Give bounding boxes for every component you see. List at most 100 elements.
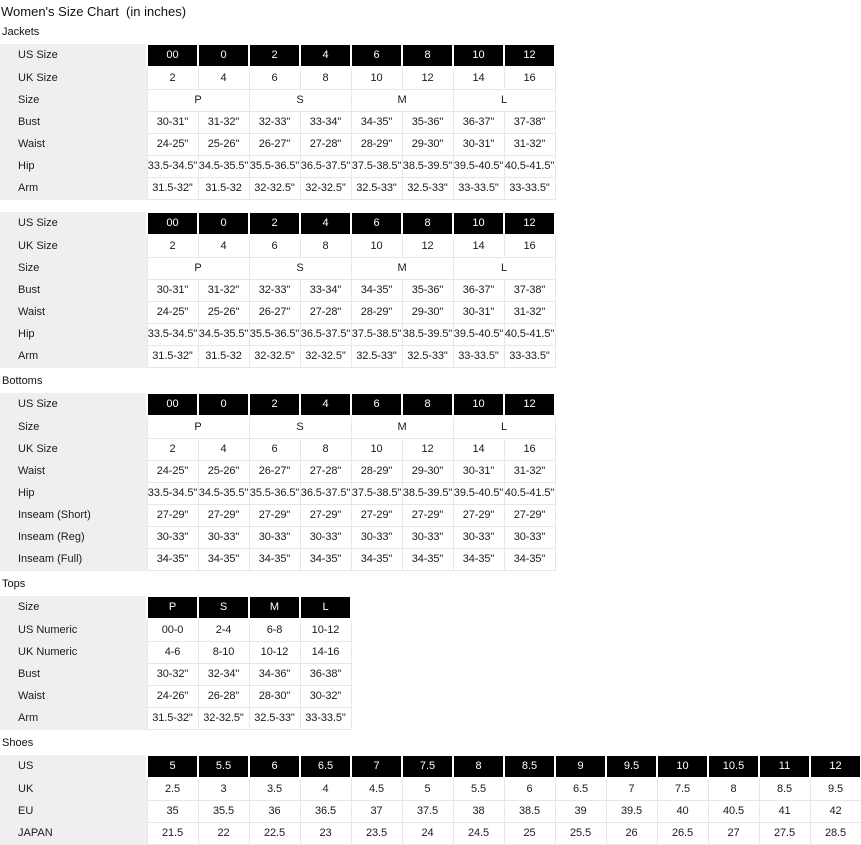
- size-cell: S: [248, 415, 352, 439]
- size-cell: 33-33.5": [452, 345, 505, 368]
- size-header-cell: L: [299, 595, 352, 620]
- table-row: Arm 31.5-32" 32-32.5" 32.5-33" 33-33.5": [0, 707, 352, 730]
- size-cell: 10: [350, 234, 403, 258]
- size-cell: 30-32": [299, 685, 352, 708]
- size-header-cell: 8.5: [503, 754, 556, 779]
- size-cell: P: [146, 89, 250, 112]
- size-cell: 4.5: [350, 777, 403, 801]
- size-header-cell: 5.5: [197, 754, 250, 779]
- size-cell: 8: [299, 66, 352, 90]
- size-cell: 28-29": [350, 460, 403, 483]
- size-cell: 27.5: [758, 822, 811, 845]
- size-cell: 30-31": [452, 133, 505, 156]
- size-cell: 37.5-38.5": [350, 323, 403, 346]
- size-cell: 31.5-32: [197, 345, 250, 368]
- size-cell: L: [452, 415, 556, 439]
- size-cell: 31-32": [503, 460, 556, 483]
- size-cell: S: [248, 257, 352, 280]
- size-cell: 8.5: [758, 777, 811, 801]
- row-label: Arm: [0, 345, 147, 368]
- size-cell: 14: [452, 438, 505, 461]
- size-header-cell: 8: [401, 211, 454, 236]
- size-cell: 6: [248, 66, 301, 90]
- size-cell: 8: [299, 438, 352, 461]
- size-cell: 22.5: [248, 822, 301, 845]
- size-header-cell: 9: [554, 754, 607, 779]
- size-cell: 30-33": [146, 526, 199, 549]
- size-cell: 34-35": [350, 548, 403, 571]
- size-cell: 27: [707, 822, 760, 845]
- row-label: Arm: [0, 707, 147, 730]
- size-header-cell: 00: [146, 392, 199, 417]
- size-cell: 30-33": [197, 526, 250, 549]
- row-label: US Size: [0, 44, 147, 67]
- size-cell: 34.5-35.5": [197, 155, 250, 178]
- table-row: Size P S M L: [0, 595, 352, 620]
- size-cell: 33.5-34.5": [146, 323, 199, 346]
- size-cell: S: [248, 89, 352, 112]
- section-bottoms: Bottoms US Size 00 0 2 4 6 8 10 12 Size P S M L UK Size…: [0, 375, 861, 571]
- table-row: US Size 00 0 2 4 6 8 10 12: [0, 211, 556, 236]
- size-cell: 30-32": [146, 663, 199, 686]
- size-cell: 32-32.5": [248, 345, 301, 368]
- size-cell: 2-4: [197, 618, 250, 642]
- size-cell: 36.5-37.5": [299, 323, 352, 346]
- row-label: Inseam (Full): [0, 548, 147, 571]
- row-label: Size: [0, 89, 147, 112]
- table-row: Waist 24-25" 25-26" 26-27" 27-28" 28-29" 29-30…: [0, 460, 556, 483]
- table-row: Inseam (Full) 34-35" 34-35" 34-35" 34-35" 34-…: [0, 548, 556, 571]
- size-cell: 26-28": [197, 685, 250, 708]
- size-header-cell: 4: [299, 43, 352, 68]
- size-cell: 27-29": [146, 504, 199, 527]
- size-cell: 12: [401, 438, 454, 461]
- row-label: Hip: [0, 323, 147, 346]
- size-header-cell: 0: [197, 392, 250, 417]
- size-cell: 30-31": [146, 279, 199, 302]
- size-header-cell: 6: [248, 754, 301, 779]
- size-cell: P: [146, 257, 250, 280]
- size-header-cell: 12: [503, 211, 556, 236]
- size-header-cell: 4: [299, 211, 352, 236]
- table-row: UK 2.5 3 3.5 4 4.5 5 5.5 6 6.5 7 7.5 8 8.5 9.5: [0, 777, 861, 801]
- size-cell: 4: [197, 234, 250, 258]
- size-cell: 33.5-34.5": [146, 155, 199, 178]
- size-cell: 22: [197, 822, 250, 845]
- size-cell: 24.5: [452, 822, 505, 845]
- size-cell: 31.5-32": [146, 177, 199, 200]
- size-cell: P: [146, 415, 250, 439]
- size-cell: 4: [299, 777, 352, 801]
- section-label-tops: Tops: [2, 578, 26, 590]
- size-cell: 2: [146, 234, 199, 258]
- size-cell: 34-36": [248, 663, 301, 686]
- size-cell: 30-31": [452, 460, 505, 483]
- row-label: Hip: [0, 155, 147, 178]
- size-header-cell: 2: [248, 211, 301, 236]
- size-cell: 27-29": [299, 504, 352, 527]
- size-cell: 2.5: [146, 777, 199, 801]
- row-label: UK Numeric: [0, 641, 147, 664]
- size-cell: 27-29": [197, 504, 250, 527]
- section-jackets: Jackets US Size 00 0 2 4 6 8 10 12 UK Size 2 4 6 8 10 12…: [0, 26, 861, 368]
- size-cell: 38.5-39.5": [401, 323, 454, 346]
- size-cell: 5.5: [452, 777, 505, 801]
- section-label-bottoms: Bottoms: [2, 375, 43, 387]
- row-label: Waist: [0, 133, 147, 156]
- size-cell: 23.5: [350, 822, 403, 845]
- size-cell: 30-33": [248, 526, 301, 549]
- size-header-cell: P: [146, 595, 199, 620]
- size-cell: 34-35": [350, 279, 403, 302]
- row-label: Arm: [0, 177, 147, 200]
- size-cell: 35.5-36.5": [248, 323, 301, 346]
- row-label: Bust: [0, 663, 147, 686]
- size-cell: 34.5-35.5": [197, 482, 250, 505]
- size-cell: 24-26": [146, 685, 199, 708]
- size-cell: 5: [401, 777, 454, 801]
- size-cell: 36-37": [452, 279, 505, 302]
- table-row: US Numeric 00-0 2-4 6-8 10-12: [0, 618, 352, 642]
- size-cell: 8: [299, 234, 352, 258]
- table-row: Waist 24-25" 25-26" 26-27" 27-28" 28-29" 29-30…: [0, 301, 556, 324]
- size-header-cell: 8: [401, 43, 454, 68]
- size-cell: 31-32": [503, 301, 556, 324]
- size-header-cell: 4: [299, 392, 352, 417]
- size-header-cell: 00: [146, 43, 199, 68]
